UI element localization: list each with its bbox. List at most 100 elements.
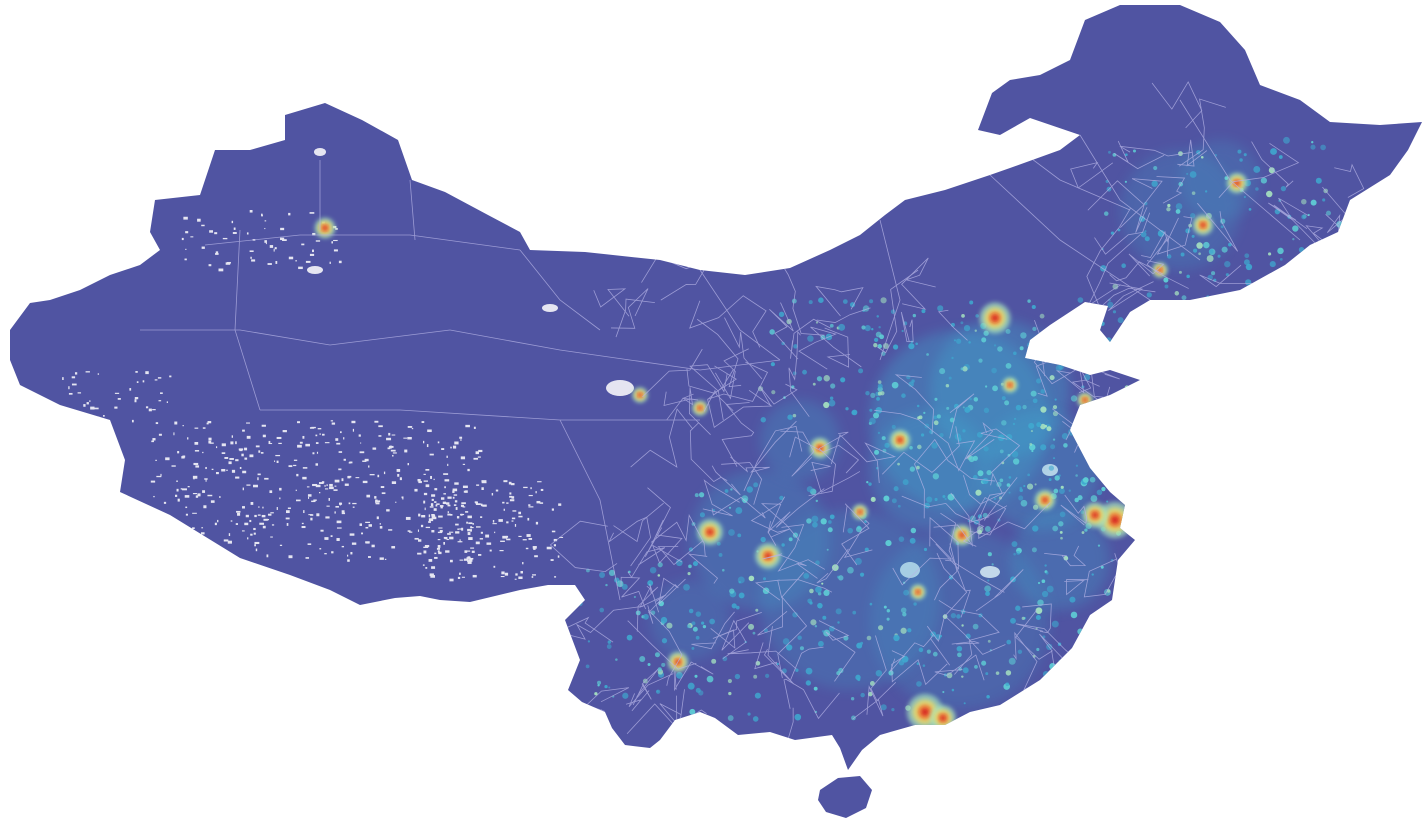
lake-gap bbox=[307, 266, 323, 274]
terrain-gap bbox=[457, 528, 459, 530]
terrain-gap bbox=[449, 559, 453, 563]
density-speck bbox=[921, 309, 926, 314]
terrain-gap bbox=[274, 460, 276, 462]
terrain-gap bbox=[246, 484, 251, 486]
density-speck bbox=[1020, 332, 1027, 339]
terrain-gap bbox=[279, 497, 281, 500]
terrain-gap bbox=[472, 523, 474, 525]
terrain-gap bbox=[251, 259, 256, 262]
density-speck bbox=[752, 716, 759, 722]
density-speck bbox=[1108, 646, 1114, 652]
density-speck bbox=[871, 328, 874, 331]
terrain-gap bbox=[514, 524, 517, 527]
density-speck bbox=[849, 302, 856, 308]
density-speck bbox=[869, 417, 876, 425]
boundary-line bbox=[977, 477, 1018, 522]
terrain-gap bbox=[428, 514, 431, 518]
density-speck bbox=[1077, 628, 1084, 635]
terrain-gap bbox=[238, 448, 244, 451]
terrain-gap bbox=[423, 480, 428, 482]
density-speck bbox=[675, 559, 683, 567]
terrain-gap bbox=[246, 232, 249, 235]
terrain-gap bbox=[528, 494, 533, 497]
boundary-line bbox=[627, 620, 697, 670]
density-speck bbox=[1041, 590, 1049, 598]
density-speck bbox=[608, 686, 611, 689]
city-hotspot bbox=[940, 715, 946, 721]
terrain-gap bbox=[197, 493, 201, 497]
terrain-gap bbox=[447, 533, 451, 535]
density-speck bbox=[1198, 252, 1201, 256]
density-speck bbox=[683, 583, 690, 591]
terrain-gap bbox=[461, 576, 465, 578]
density-speck bbox=[975, 314, 979, 318]
boundary-line bbox=[699, 269, 781, 361]
density-speck bbox=[649, 566, 657, 574]
terrain-gap bbox=[89, 400, 91, 402]
terrain-gap bbox=[460, 439, 462, 441]
density-speck bbox=[1075, 474, 1078, 477]
density-speck bbox=[805, 667, 813, 675]
terrain-gap bbox=[129, 388, 132, 391]
terrain-gap bbox=[454, 482, 459, 485]
terrain-gap bbox=[204, 478, 208, 480]
terrain-gap bbox=[506, 538, 511, 541]
city-hotspot bbox=[322, 225, 328, 231]
density-speck bbox=[937, 305, 944, 312]
boundary-line bbox=[1090, 367, 1120, 399]
city-hotspot bbox=[1092, 512, 1098, 518]
terrain-gap bbox=[231, 469, 236, 473]
terrain-gap bbox=[347, 475, 352, 478]
city-hotspot bbox=[1083, 398, 1087, 402]
terrain-gap bbox=[386, 437, 392, 441]
density-speck bbox=[615, 658, 618, 661]
terrain-gap bbox=[190, 545, 196, 548]
density-speck bbox=[604, 684, 608, 689]
terrain-gap bbox=[493, 565, 496, 568]
density-speck bbox=[1090, 495, 1098, 502]
terrain-gap bbox=[421, 515, 426, 518]
landmass bbox=[10, 5, 1422, 818]
density-speck bbox=[753, 482, 759, 488]
density-speck bbox=[1046, 354, 1053, 360]
density-speck bbox=[988, 711, 995, 718]
density-speck bbox=[1320, 256, 1326, 262]
density-speck bbox=[975, 489, 982, 496]
terrain-gap bbox=[509, 492, 512, 495]
terrain-gap bbox=[504, 572, 509, 576]
density-speck bbox=[1280, 186, 1287, 192]
density-speck bbox=[1292, 238, 1295, 241]
boundary-line bbox=[1060, 494, 1088, 526]
terrain-gap bbox=[440, 497, 445, 500]
terrain-gap bbox=[399, 477, 402, 481]
terrain-gap bbox=[344, 483, 349, 486]
boundary-line bbox=[559, 419, 621, 601]
density-speck bbox=[1070, 611, 1078, 619]
boundary-line bbox=[926, 614, 951, 666]
density-speck bbox=[1191, 191, 1196, 195]
terrain-gap bbox=[423, 546, 429, 548]
terrain-gap bbox=[431, 498, 434, 501]
terrain-gap bbox=[463, 490, 466, 493]
terrain-gap bbox=[178, 559, 182, 561]
city-hotspot bbox=[638, 393, 642, 397]
terrain-gap bbox=[511, 520, 514, 522]
terrain-gap bbox=[288, 555, 293, 559]
terrain-gap bbox=[350, 551, 353, 555]
density-speck bbox=[897, 462, 900, 466]
boundary-line bbox=[666, 387, 711, 435]
density-speck bbox=[616, 580, 624, 588]
terrain-gap bbox=[365, 521, 371, 523]
boundary-line bbox=[843, 519, 873, 559]
terrain-gap bbox=[481, 481, 487, 484]
city-hotspot bbox=[916, 590, 920, 594]
terrain-gap bbox=[359, 523, 363, 526]
terrain-gap bbox=[459, 436, 463, 439]
density-speck bbox=[1255, 187, 1259, 191]
density-speck bbox=[972, 623, 979, 630]
boundary-line bbox=[790, 646, 824, 680]
terrain-gap bbox=[431, 566, 436, 569]
density-speck bbox=[752, 631, 756, 635]
density-speck bbox=[1048, 478, 1052, 482]
boundary-line bbox=[711, 465, 741, 496]
